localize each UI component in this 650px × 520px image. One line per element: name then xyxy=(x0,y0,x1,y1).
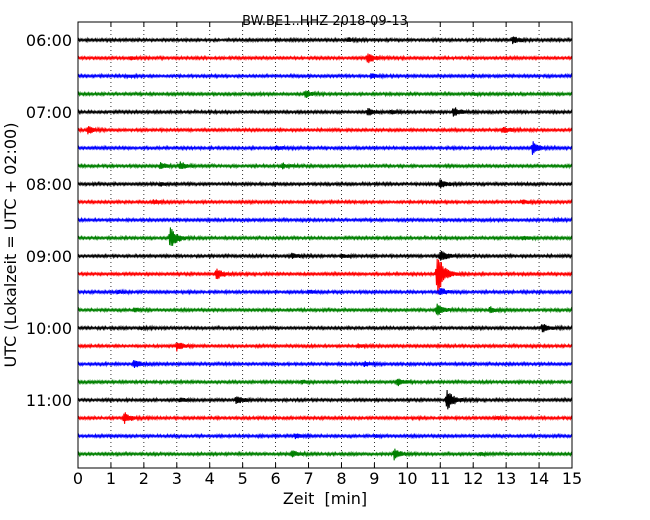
trace-0715 xyxy=(77,126,573,135)
y-tick-label: 11:00 xyxy=(26,391,72,410)
trace-1115 xyxy=(77,412,573,424)
trace-1130 xyxy=(77,432,573,440)
trace-0700 xyxy=(77,107,573,117)
y-tick-label: 10:00 xyxy=(26,319,72,338)
trace-0745 xyxy=(77,161,573,170)
trace-1045 xyxy=(77,378,573,387)
x-tick-label: 10 xyxy=(397,469,417,488)
trace-0945 xyxy=(77,303,573,316)
x-tick-label: 5 xyxy=(238,469,248,488)
trace-0615 xyxy=(77,53,573,64)
x-tick-label: 7 xyxy=(303,469,313,488)
trace-1030 xyxy=(77,360,573,368)
y-axis: 06:00 07:00 08:00 09:00 10:00 11:00 xyxy=(26,31,572,410)
trace-1145 xyxy=(77,448,573,461)
trace-0815 xyxy=(77,198,573,206)
y-tick-label: 09:00 xyxy=(26,247,72,266)
x-tick-label: 13 xyxy=(496,469,516,488)
trace-0930 xyxy=(77,288,573,296)
trace-1015 xyxy=(77,342,573,352)
x-tick-label: 0 xyxy=(73,469,83,488)
trace-1100 xyxy=(77,389,573,410)
trace-0900 xyxy=(77,250,573,261)
x-tick-label: 12 xyxy=(463,469,483,488)
x-tick-label: 3 xyxy=(172,469,182,488)
x-tick-label: 11 xyxy=(430,469,450,488)
trace-0630 xyxy=(77,72,573,80)
trace-0800 xyxy=(77,179,573,189)
plot-frame xyxy=(77,21,573,469)
x-tick-label: 14 xyxy=(529,469,549,488)
trace-0600 xyxy=(77,36,573,45)
traces xyxy=(77,36,573,461)
x-tick-label: 6 xyxy=(271,469,281,488)
trace-0730 xyxy=(77,141,573,155)
x-tick-label: 4 xyxy=(205,469,215,488)
trace-0915 xyxy=(77,258,573,295)
trace-0645 xyxy=(77,90,573,98)
x-tick-label: 8 xyxy=(336,469,346,488)
y-tick-label: 06:00 xyxy=(26,31,72,50)
y-tick-label: 07:00 xyxy=(26,103,72,122)
x-tick-label: 9 xyxy=(369,469,379,488)
x-axis: 0 1 2 3 4 5 6 7 8 9 10 11 12 13 14 15 xyxy=(73,22,582,488)
trace-0845 xyxy=(77,227,573,246)
y-axis-label: UTC (Lokalzeit = UTC + 02:00) xyxy=(1,123,20,368)
trace-1000 xyxy=(77,324,573,333)
trace-0830 xyxy=(77,216,573,224)
x-tick-label: 1 xyxy=(106,469,116,488)
x-axis-label: Zeit [min] xyxy=(283,489,367,508)
chart-title: BW.BE1..HHZ 2018-09-13 xyxy=(242,14,408,29)
x-tick-label: 15 xyxy=(562,469,582,488)
x-tick-label: 2 xyxy=(139,469,149,488)
y-tick-label: 08:00 xyxy=(26,175,72,194)
